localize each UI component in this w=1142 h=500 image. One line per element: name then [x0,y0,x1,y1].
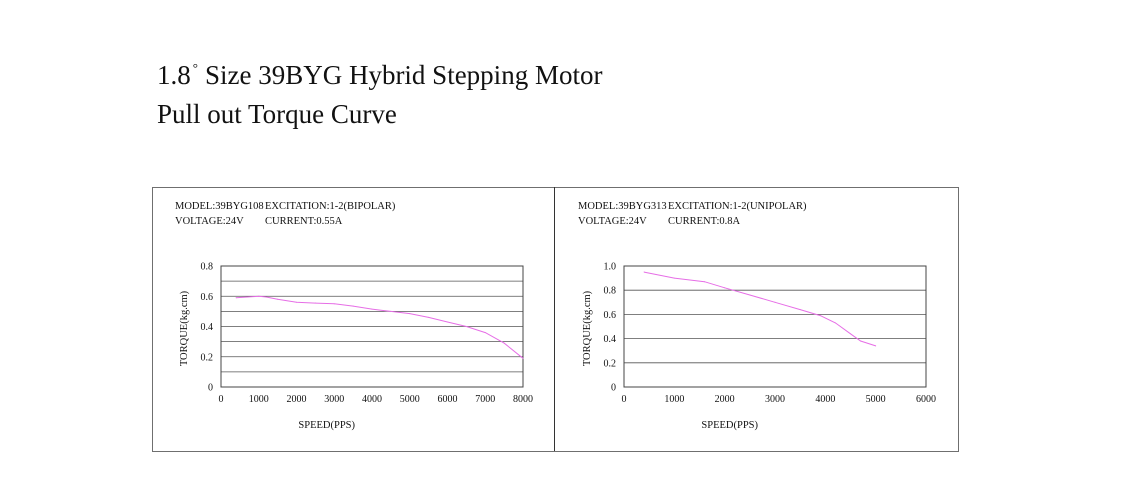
x-tick-label: 6000 [916,394,936,405]
torque-chart-39byg313: MODEL:39BYG313 EXCITATION:1-2(UNIPOLAR) VO… [578,201,936,431]
y-tick-label: 0.4 [201,322,214,333]
data-point [749,294,751,296]
x-tick-label: 4000 [362,394,382,405]
x-axis-label: SPEED(PPS) [701,420,758,431]
model-label: MODEL:39BYG313 [578,201,667,212]
data-point [503,342,505,344]
x-tick-label: 7000 [475,394,495,405]
x-tick-label: 4000 [815,394,835,405]
x-tick-label: 0 [219,394,224,405]
data-point [704,281,706,283]
y-tick-label: 0 [611,383,616,394]
plot-area [220,265,524,388]
y-tick-label: 0.8 [604,286,617,297]
y-axis-label: TORQUE(kg.cm) [179,290,190,366]
title-prefix: 1.8 [157,60,191,90]
x-tick-label: 2000 [715,394,735,405]
torque-chart-39byg108: MODEL:39BYG108 EXCITATION:1-2(BIPOLAR) VOL… [175,201,533,431]
x-tick-label: 2000 [287,394,307,405]
data-point [834,322,836,324]
x-tick-label: 1000 [664,394,684,405]
data-point [860,340,862,342]
y-tick-label: 0.2 [604,358,617,369]
y-tick-label: 0.2 [201,352,214,363]
x-tick-label: 8000 [513,394,533,405]
data-point [390,310,392,312]
data-point [296,301,297,303]
x-axis-label: SPEED(PPS) [298,420,355,431]
voltage-label: VOLTAGE:24V [175,216,244,227]
title-suffix: Size 39BYG Hybrid Stepping Motor [204,60,603,90]
torque-curve [644,271,876,347]
y-tick-label: 0.8 [201,262,214,273]
data-point [352,305,354,307]
torque-curve [236,295,524,359]
x-tick-label: 3000 [324,394,344,405]
data-point [875,345,877,347]
y-axis-label: TORQUE(kg.cm) [582,290,593,366]
y-tick-label: 0.4 [604,334,617,345]
plot-area [623,265,927,388]
degree-symbol: ° [192,60,198,75]
charts-divider [554,187,555,451]
data-point [314,302,316,304]
x-tick-label: 1000 [249,394,269,405]
data-point [428,316,430,318]
data-point [258,295,260,297]
excitation-label: EXCITATION:1-2(UNIPOLAR) [668,201,807,212]
data-point [522,357,524,359]
data-point [409,313,411,315]
data-point [277,298,279,300]
charts-frame [152,187,959,452]
voltage-label: VOLTAGE:24V [578,216,647,227]
data-point [799,309,801,311]
page-title: 1.8 ° Size 39BYG Hybrid Stepping Motor Pul… [157,58,602,131]
data-point [465,326,467,327]
y-tick-label: 1.0 [604,262,617,273]
excitation-label: EXCITATION:1-2(BIPOLAR) [265,201,396,212]
model-label: MODEL:39BYG108 [175,201,264,212]
data-point [235,297,237,299]
data-point [850,333,851,335]
data-point [819,315,821,317]
data-point [447,321,448,323]
y-tick-label: 0.6 [604,310,617,321]
data-point [371,308,373,310]
current-label: CURRENT:0.55A [265,216,343,227]
x-tick-label: 5000 [866,394,886,405]
x-tick-label: 3000 [765,394,785,405]
data-point [484,332,486,334]
x-tick-label: 5000 [400,394,420,405]
y-tick-label: 0.6 [201,292,214,303]
x-tick-label: 0 [622,394,627,405]
current-label: CURRENT:0.8A [668,216,741,227]
data-point [724,287,726,289]
title-line-2: Pull out Torque Curve [157,99,397,129]
y-tick-label: 0 [208,383,213,394]
data-point [333,303,335,305]
data-point [265,296,267,298]
title-line-1: 1.8 ° Size 39BYG Hybrid Stepping Motor [157,58,602,97]
data-point [643,271,645,273]
x-tick-label: 6000 [438,394,458,405]
data-point [673,277,675,279]
data-point [774,301,776,303]
